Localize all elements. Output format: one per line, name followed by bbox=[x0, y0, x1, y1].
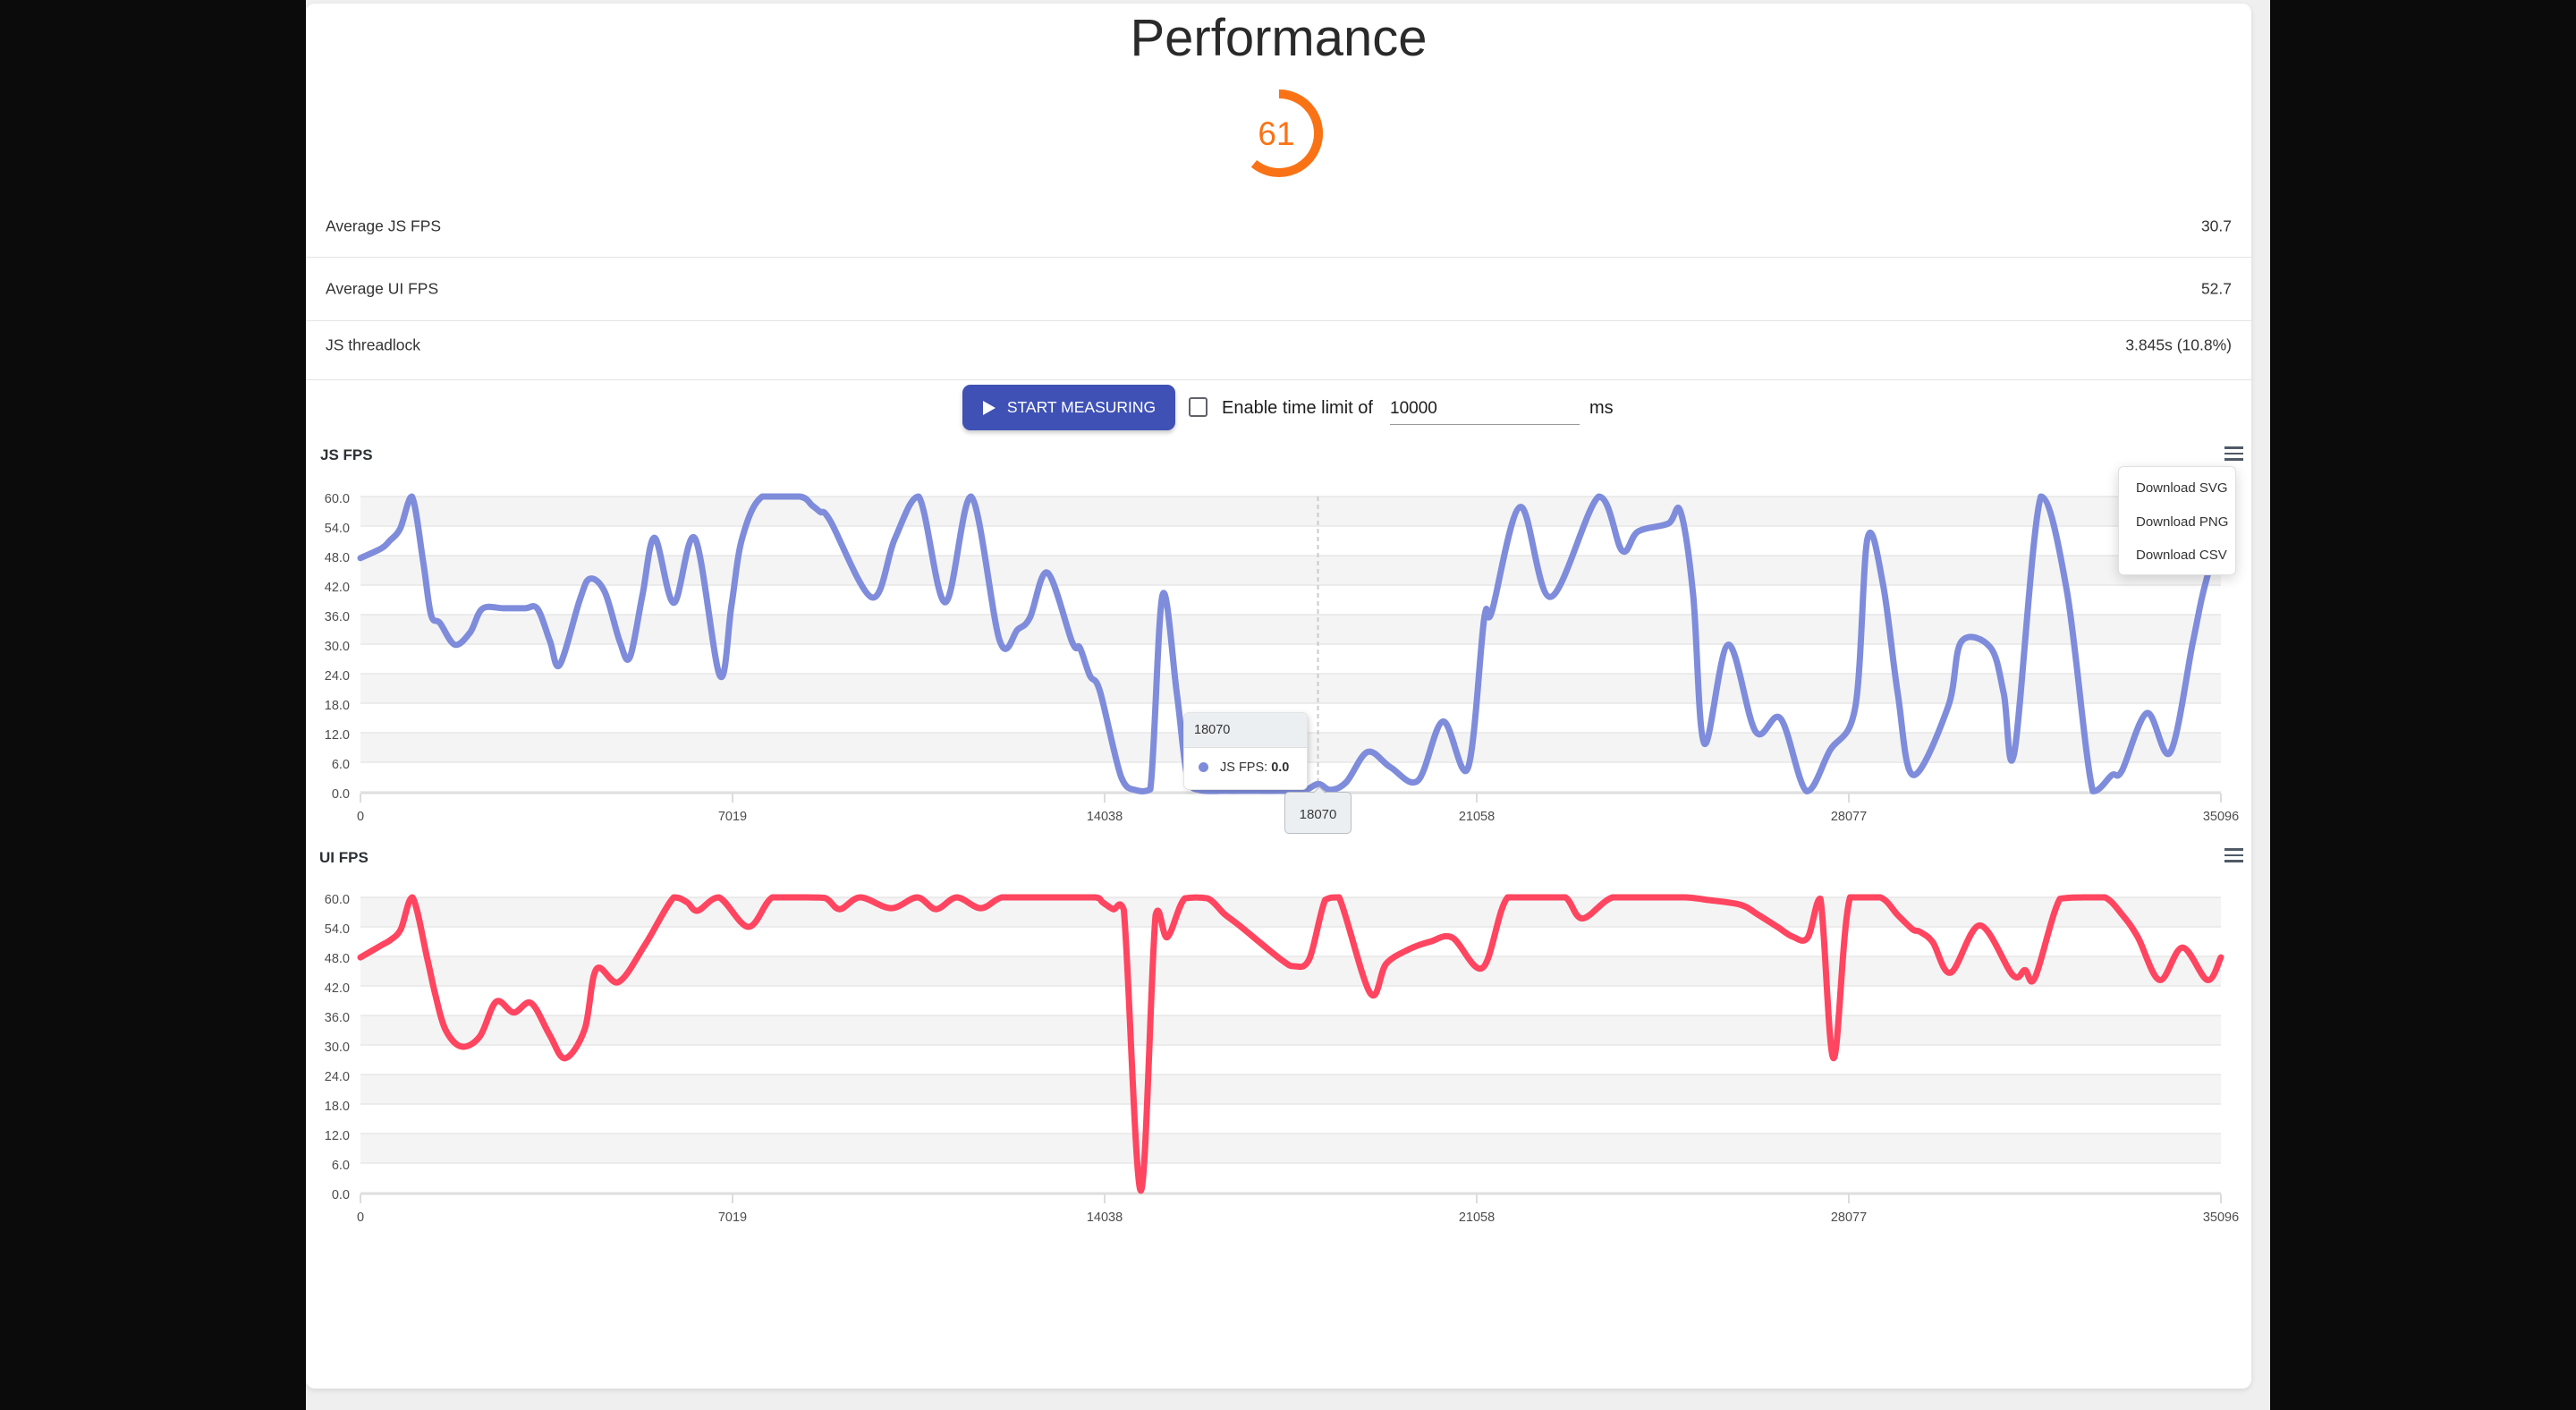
svg-text:14038: 14038 bbox=[1087, 810, 1123, 824]
svg-text:42.0: 42.0 bbox=[325, 581, 350, 595]
svg-text:28077: 28077 bbox=[1831, 1210, 1867, 1225]
svg-text:21058: 21058 bbox=[1459, 1210, 1495, 1225]
svg-text:36.0: 36.0 bbox=[325, 1011, 350, 1025]
svg-text:60.0: 60.0 bbox=[325, 893, 350, 907]
svg-text:0.0: 0.0 bbox=[332, 787, 350, 802]
svg-text:24.0: 24.0 bbox=[325, 669, 350, 684]
svg-text:30.0: 30.0 bbox=[325, 640, 350, 654]
svg-text:6.0: 6.0 bbox=[332, 758, 350, 772]
svg-text:7019: 7019 bbox=[718, 810, 747, 824]
svg-text:42.0: 42.0 bbox=[325, 981, 350, 996]
svg-text:18.0: 18.0 bbox=[325, 1100, 350, 1114]
svg-text:48.0: 48.0 bbox=[325, 952, 350, 966]
svg-text:14038: 14038 bbox=[1087, 1210, 1123, 1225]
svg-text:54.0: 54.0 bbox=[325, 922, 350, 937]
svg-text:7019: 7019 bbox=[718, 1210, 747, 1225]
svg-text:0: 0 bbox=[357, 1210, 364, 1225]
svg-text:30.0: 30.0 bbox=[325, 1041, 350, 1055]
svg-text:54.0: 54.0 bbox=[325, 522, 350, 536]
svg-text:35096: 35096 bbox=[2203, 810, 2239, 824]
svg-text:21058: 21058 bbox=[1459, 810, 1495, 824]
svg-text:6.0: 6.0 bbox=[332, 1159, 350, 1173]
svg-text:61: 61 bbox=[1258, 115, 1294, 152]
svg-text:0.0: 0.0 bbox=[332, 1188, 350, 1202]
svg-text:12.0: 12.0 bbox=[325, 728, 350, 743]
svg-text:18.0: 18.0 bbox=[325, 699, 350, 713]
svg-text:36.0: 36.0 bbox=[325, 610, 350, 624]
svg-text:60.0: 60.0 bbox=[325, 492, 350, 506]
svg-text:35096: 35096 bbox=[2203, 1210, 2239, 1225]
svg-text:12.0: 12.0 bbox=[325, 1129, 350, 1143]
svg-text:28077: 28077 bbox=[1831, 810, 1867, 824]
svg-text:24.0: 24.0 bbox=[325, 1070, 350, 1084]
svg-text:0: 0 bbox=[357, 810, 364, 824]
svg-text:48.0: 48.0 bbox=[325, 551, 350, 565]
